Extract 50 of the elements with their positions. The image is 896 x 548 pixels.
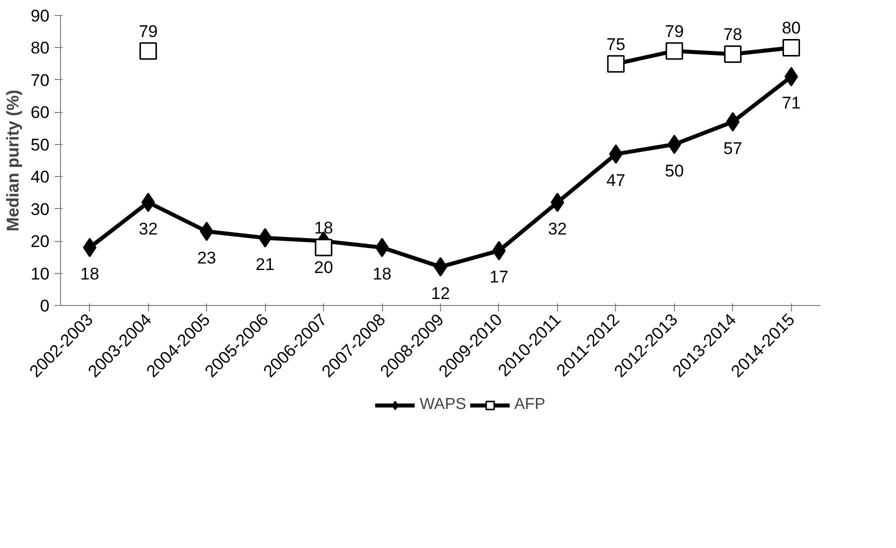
y-tick-label: 20: [30, 232, 50, 252]
point: [607, 55, 625, 73]
data-label: 18: [314, 218, 334, 238]
y-tick-label: 60: [30, 103, 50, 122]
y-axis-title: Median purity (%): [4, 90, 23, 232]
y-tick-label: 30: [30, 200, 50, 219]
legend-label: WAPS: [420, 396, 466, 414]
y-tick-label: 90: [30, 6, 50, 26]
data-label: 21: [256, 254, 275, 274]
point: [200, 222, 214, 242]
data-label: 20: [314, 258, 334, 278]
y-tick-label: 10: [30, 264, 50, 284]
point: [434, 257, 448, 277]
data-label: 57: [723, 138, 742, 158]
data-label: 18: [80, 264, 100, 284]
data-label: 79: [664, 22, 684, 41]
y-tick-label: 40: [30, 168, 50, 187]
point: [666, 42, 684, 60]
data-label: 71: [782, 94, 801, 113]
y-tick-label: 70: [30, 70, 50, 90]
point: [726, 112, 740, 132]
data-label: 78: [723, 25, 742, 44]
data-label: 50: [664, 161, 684, 180]
point: [375, 238, 389, 258]
point: [82, 238, 96, 258]
point: [141, 192, 155, 212]
y-tick-label: 0: [40, 296, 50, 316]
legend-label: AFP: [514, 396, 546, 414]
data-label: 17: [490, 268, 508, 287]
data-label: 32: [138, 219, 158, 238]
point: [314, 238, 332, 256]
data-label: 12: [431, 284, 450, 303]
point: [784, 66, 798, 86]
point: [258, 228, 272, 248]
data-label: 23: [197, 248, 216, 268]
data-label: 79: [138, 22, 158, 41]
point: [550, 192, 564, 212]
data-label: 47: [606, 171, 626, 190]
data-label: 32: [548, 219, 567, 238]
data-label: 80: [782, 18, 801, 38]
y-tick-label: 50: [30, 135, 50, 154]
y-tick-label: 80: [30, 38, 50, 58]
point: [609, 144, 623, 164]
point: [668, 134, 682, 154]
point: [139, 42, 157, 60]
point: [492, 240, 506, 260]
point: [782, 38, 800, 56]
point: [724, 45, 742, 63]
data-label: 18: [372, 264, 392, 284]
data-label: 75: [606, 34, 626, 54]
